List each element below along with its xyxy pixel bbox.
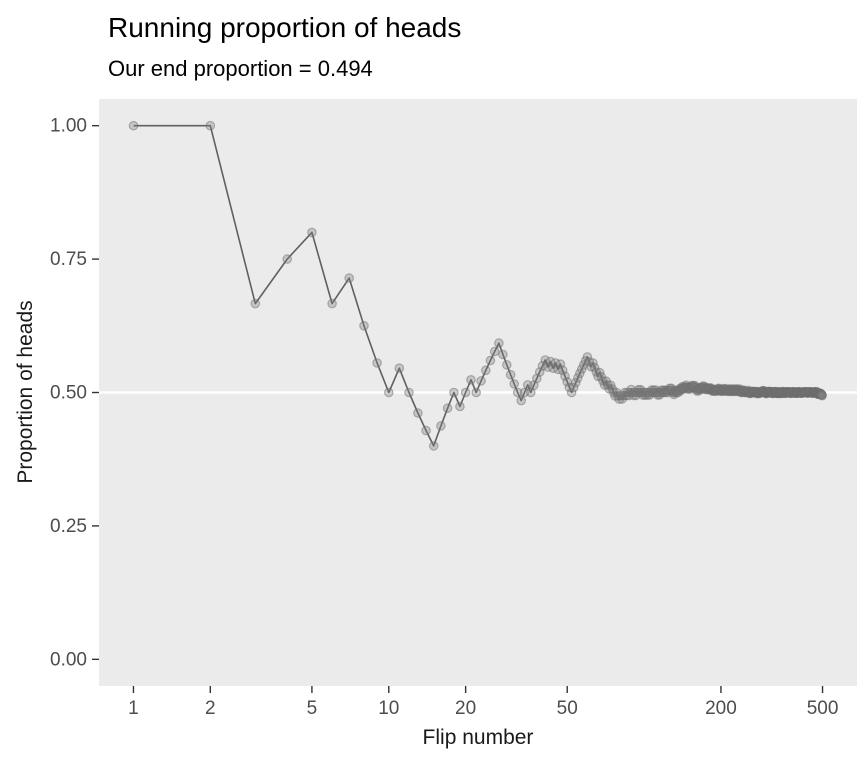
data-point	[509, 379, 519, 389]
data-point	[307, 227, 317, 238]
data-point	[494, 338, 504, 348]
data-point	[344, 273, 354, 283]
y-axis-tick-label: 0.75	[50, 249, 87, 270]
y-axis-tick-label: 0.00	[50, 649, 87, 670]
data-point	[505, 369, 516, 380]
data-point	[476, 376, 486, 386]
data-point	[516, 395, 526, 406]
data-point	[413, 408, 423, 418]
chart-subtitle: Our end proportion = 0.494	[108, 56, 373, 81]
data-point	[421, 425, 431, 436]
x-axis-tick-label: 2	[205, 698, 216, 719]
data-points	[128, 120, 827, 451]
x-axis-title: Flip number	[422, 726, 534, 749]
data-point	[560, 371, 570, 381]
data-point	[282, 254, 292, 264]
data-point	[449, 387, 459, 398]
data-point	[480, 365, 491, 376]
data-point	[205, 120, 216, 131]
x-axis-tick-label: 500	[807, 698, 839, 719]
data-point	[327, 298, 337, 309]
x-axis-tick-label: 1	[128, 698, 139, 719]
data-point	[455, 401, 465, 412]
y-axis-tick-label: 0.50	[50, 383, 87, 404]
data-point	[128, 120, 139, 131]
x-axis-tick-label: 5	[307, 698, 318, 719]
data-point	[372, 358, 382, 368]
data-point	[428, 441, 439, 451]
y-axis-tick-label: 0.25	[50, 516, 87, 537]
data-point	[566, 387, 577, 398]
data-point	[485, 355, 496, 366]
data-point	[582, 352, 593, 362]
data-point	[498, 349, 508, 360]
x-axis-tick-label: 50	[557, 698, 578, 719]
data-point	[501, 360, 512, 370]
data-point	[489, 346, 500, 357]
data-point	[359, 320, 369, 331]
data-point	[568, 382, 579, 393]
data-point	[404, 387, 414, 398]
data-point	[466, 374, 476, 385]
data-point	[471, 387, 481, 398]
data-point	[383, 387, 394, 398]
data-point	[250, 298, 261, 309]
y-axis-tick-label: 1.00	[50, 116, 87, 137]
chart-title: Running proportion of heads	[108, 12, 462, 43]
x-axis-tick-label: 20	[455, 698, 476, 719]
x-axis-tick-label: 10	[378, 698, 399, 719]
data-point	[436, 421, 446, 431]
data-point	[570, 377, 581, 388]
data-point	[512, 387, 523, 398]
data-point	[394, 363, 405, 373]
data-point	[460, 387, 471, 398]
data-point	[817, 390, 827, 401]
x-axis: 1 2 5 10 20 50 200 500	[128, 686, 838, 719]
y-axis: 0.00 0.25 0.50 0.75 1.00	[50, 116, 99, 670]
x-axis-tick-label: 200	[705, 698, 737, 719]
data-point	[442, 403, 453, 413]
